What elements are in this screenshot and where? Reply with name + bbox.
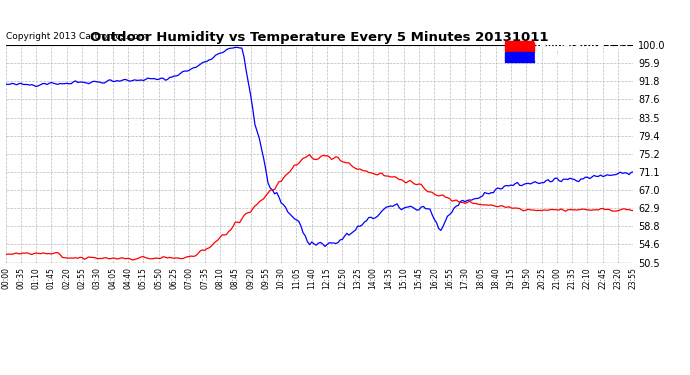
Text: Copyright 2013 Cartronics.com: Copyright 2013 Cartronics.com bbox=[6, 32, 147, 40]
Title: Outdoor Humidity vs Temperature Every 5 Minutes 20131011: Outdoor Humidity vs Temperature Every 5 … bbox=[90, 31, 549, 44]
Legend: Temperature (°F), Humidity (%): Temperature (°F), Humidity (%) bbox=[505, 41, 629, 63]
